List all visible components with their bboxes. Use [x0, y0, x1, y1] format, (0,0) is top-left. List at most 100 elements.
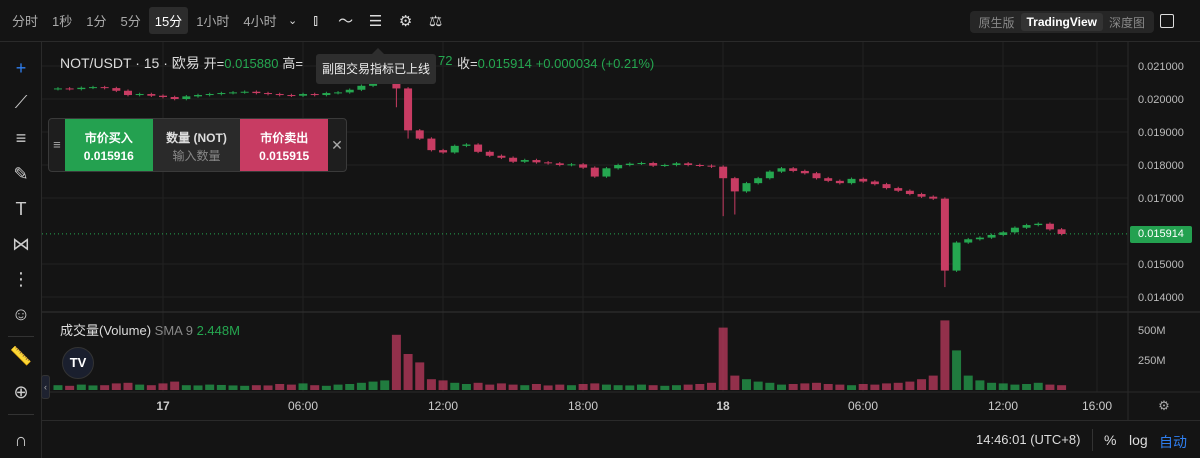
volume-bar — [100, 385, 110, 390]
market-buy-button[interactable]: 市价买入 0.015916 — [64, 119, 153, 171]
candle-body — [765, 171, 774, 179]
candle-body — [754, 178, 763, 184]
candle-body — [310, 94, 319, 96]
interval-15m[interactable]: 15分 — [148, 7, 189, 34]
volume-bar — [53, 385, 63, 390]
candle-body — [135, 94, 144, 96]
settings-gear-icon: ⚙ — [1158, 398, 1170, 413]
close-value: 0.015914 — [477, 56, 532, 71]
emoji-icon[interactable]: ☺ — [11, 304, 31, 324]
volume-bar — [263, 385, 273, 390]
view-native[interactable]: 原生版 — [978, 15, 1015, 30]
chevron-down-icon[interactable]: ⌄ — [288, 15, 298, 27]
brush-icon[interactable]: ✎ — [13, 164, 29, 184]
candle-body — [567, 164, 576, 166]
interval-1h[interactable]: 1小时 — [196, 14, 230, 29]
interval-4h[interactable]: 4小时 — [243, 14, 277, 29]
price-chart[interactable]: 0.021000 0.020000 0.019000 0.018000 0.017000… — [0, 0, 1200, 420]
trend-line-icon[interactable]: ⟋ — [14, 92, 28, 112]
interval-tick[interactable]: 分时 — [12, 14, 39, 29]
volume-bar — [788, 384, 798, 390]
market-sell-button[interactable]: 市价卖出 0.015915 — [240, 119, 329, 171]
candle-body — [100, 87, 109, 89]
tradingview-logo[interactable]: TV — [62, 347, 94, 379]
prediction-icon[interactable]: ⋮ — [12, 269, 30, 289]
view-tradingview[interactable]: TradingView — [1020, 13, 1103, 31]
candle-body — [357, 85, 366, 90]
indicator-icon[interactable]: 〜 — [338, 13, 354, 30]
quantity-input[interactable]: 数量 (NOT) 输入数量 — [152, 119, 241, 171]
candle-body — [894, 188, 903, 191]
pattern-icon[interactable]: ⋈ — [12, 234, 30, 254]
candle-body — [147, 94, 156, 96]
time-tick: 18 — [716, 399, 730, 413]
ruler-icon[interactable]: 📏 — [9, 346, 33, 366]
drag-handle-icon[interactable]: ≡ — [53, 137, 61, 152]
volume-bar — [228, 385, 238, 390]
volume-bar — [660, 385, 670, 390]
collapse-toolbar-button[interactable]: ‹ — [41, 375, 50, 399]
candle-body — [53, 88, 62, 90]
volume-bar — [917, 379, 927, 390]
volume-bar — [578, 384, 588, 390]
candle-body — [555, 163, 564, 165]
candle-body — [182, 96, 191, 99]
log-toggle[interactable]: log — [1129, 432, 1148, 448]
volume-bar — [170, 381, 180, 390]
candle-body — [590, 167, 599, 177]
view-depth[interactable]: 深度图 — [1108, 15, 1145, 30]
close-icon[interactable]: ✕ — [331, 137, 343, 153]
volume-bar — [146, 385, 156, 390]
volume-bar — [356, 382, 366, 390]
view-switcher: 原生版 TradingView 深度图 — [969, 11, 1154, 33]
volume-bar — [508, 384, 518, 390]
interval-1m[interactable]: 1分 — [86, 14, 107, 29]
last-price-label: 0.015914 — [1130, 226, 1192, 243]
candle-body — [637, 163, 646, 165]
volume-bar — [613, 385, 623, 390]
fullscreen-icon[interactable] — [1160, 14, 1174, 28]
interval-1s[interactable]: 1秒 — [52, 14, 73, 29]
gear-icon[interactable]: ⚙ — [398, 12, 413, 30]
volume-name: 成交量(Volume) — [60, 323, 152, 338]
volume-bar — [426, 379, 436, 390]
candle-body — [695, 165, 704, 166]
candle-body — [229, 92, 238, 94]
percent-toggle[interactable]: % — [1104, 432, 1117, 448]
volume-bar — [730, 375, 740, 390]
volume-bar — [65, 385, 75, 390]
candle-body — [1022, 225, 1031, 228]
auto-toggle[interactable]: 自动 — [1159, 434, 1187, 450]
horizontal-lines-icon[interactable]: ≡ — [15, 128, 27, 148]
candle-body — [462, 144, 471, 146]
volume-bar — [1033, 382, 1043, 390]
volume-bar — [520, 385, 530, 390]
candles-icon[interactable]: ⫾ — [313, 12, 319, 29]
text-icon[interactable]: T — [15, 199, 27, 219]
volume-bar — [671, 385, 681, 390]
qty-placeholder: 输入数量 — [172, 149, 221, 163]
volume-bar — [473, 382, 483, 390]
candle-body — [240, 91, 249, 93]
volume-bar — [240, 385, 250, 390]
candle-body — [999, 232, 1008, 235]
candle-body — [789, 168, 798, 171]
zoom-in-icon[interactable]: ⊕ — [13, 382, 29, 402]
candle-body — [287, 95, 296, 97]
volume-sma: SMA 9 — [154, 323, 193, 338]
candle-body — [859, 178, 868, 182]
time-tick: 12:00 — [428, 399, 458, 413]
drawing-toolbar: + ⟋ ≡ ✎ T ⋈ ⋮ ☺ 📏 ⊕ ∩ — [0, 42, 42, 458]
candle-body — [299, 94, 308, 96]
candle-body — [322, 93, 331, 96]
candle-body — [975, 237, 984, 240]
magnet-icon[interactable]: ∩ — [14, 430, 28, 450]
candle-body — [123, 90, 132, 96]
interval-5m[interactable]: 5分 — [120, 14, 141, 29]
balance-scale-icon[interactable]: ⚖ — [428, 12, 443, 30]
volume-bar — [555, 384, 565, 390]
candle-body — [847, 178, 856, 184]
candle-body — [532, 160, 541, 163]
crosshair-icon[interactable]: + — [15, 58, 27, 78]
list-settings-icon[interactable]: ☰ — [368, 12, 383, 30]
